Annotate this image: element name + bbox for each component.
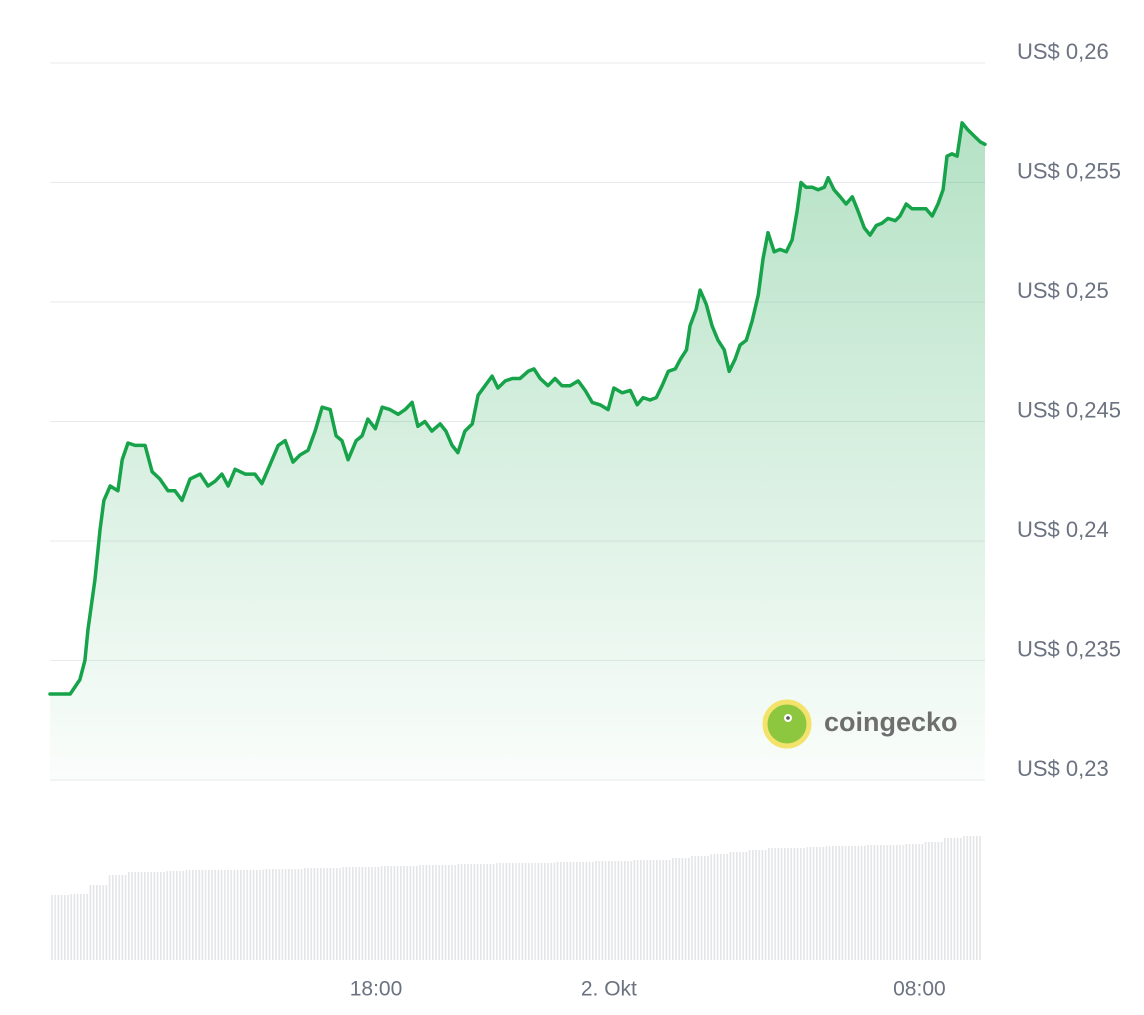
volume-bar	[496, 863, 516, 960]
volume-bar	[108, 875, 128, 960]
volume-bar	[748, 850, 769, 960]
watermark-text: coingecko	[824, 707, 958, 737]
logo-pupil	[786, 716, 790, 720]
labels: US$ 0,23 US$ 0,235 US$ 0,24 US$ 0,245 US$ 0,…	[350, 39, 1121, 1001]
volume-bar	[360, 867, 380, 960]
y-tick-label: US$ 0,25	[1017, 278, 1109, 303]
volume-bar	[399, 866, 419, 960]
volume-bar	[205, 870, 225, 960]
volume-bar	[457, 864, 477, 960]
volume-bar	[244, 870, 264, 960]
volume-bar	[690, 856, 710, 960]
volume-bar	[438, 865, 458, 960]
volume-bar	[651, 860, 672, 960]
volume-bar	[593, 861, 613, 960]
volume-bar	[709, 854, 730, 960]
volume-bar	[282, 869, 303, 960]
volume-bar	[418, 865, 439, 960]
logo-ring	[762, 699, 812, 749]
volume-bar	[185, 870, 206, 960]
x-tick-label: 2. Okt	[581, 978, 637, 1001]
y-tick-label: US$ 0,26	[1017, 39, 1109, 64]
price-line	[48, 121, 987, 781]
volume-bar	[127, 872, 148, 960]
y-tick-label: US$ 0,24	[1017, 517, 1109, 542]
volume-bar	[379, 866, 400, 960]
volume-bar	[573, 862, 594, 960]
volume-bar	[321, 868, 342, 960]
volume-bar	[476, 864, 497, 960]
y-tick-label: US$ 0,23	[1017, 756, 1109, 781]
volume-bar	[923, 842, 943, 960]
volume-bar	[903, 844, 924, 960]
x-tick-label: 08:00	[893, 978, 946, 1001]
volume-bar	[806, 847, 827, 960]
volume-bar	[671, 858, 691, 960]
volume-bar	[302, 868, 322, 960]
x-tick-label: 18:00	[350, 978, 403, 1001]
volume-bar	[554, 862, 574, 960]
volume-bar	[826, 846, 846, 960]
volume-bar	[942, 838, 963, 960]
volume-bars	[50, 836, 982, 960]
volume-bar	[69, 894, 89, 960]
volume-bar	[88, 885, 109, 960]
volume-bar	[768, 848, 788, 960]
volume-bar	[147, 872, 167, 960]
volume-bar	[632, 860, 652, 960]
volume-bar	[535, 863, 555, 960]
volume-bar	[224, 870, 245, 960]
volume-bar	[884, 845, 904, 960]
volume-bar	[962, 836, 982, 960]
y-tick-label: US$ 0,245	[1017, 397, 1121, 422]
logo-circle	[765, 702, 809, 746]
volume-bar	[341, 867, 361, 960]
watermark: coingecko	[762, 699, 958, 749]
volume-bar	[515, 863, 536, 960]
volume-bar	[865, 845, 885, 960]
y-tick-label: US$ 0,235	[1017, 636, 1121, 661]
volume-bar	[845, 846, 866, 960]
volume-bar	[50, 895, 70, 960]
volume-bar	[729, 852, 749, 960]
volume-bar	[612, 861, 633, 960]
volume-bar	[787, 848, 807, 960]
volume-bar	[263, 869, 283, 960]
y-tick-label: US$ 0,255	[1017, 158, 1121, 183]
price-area	[50, 122, 985, 781]
price-line	[48, 121, 987, 696]
volume-bar	[166, 871, 186, 960]
